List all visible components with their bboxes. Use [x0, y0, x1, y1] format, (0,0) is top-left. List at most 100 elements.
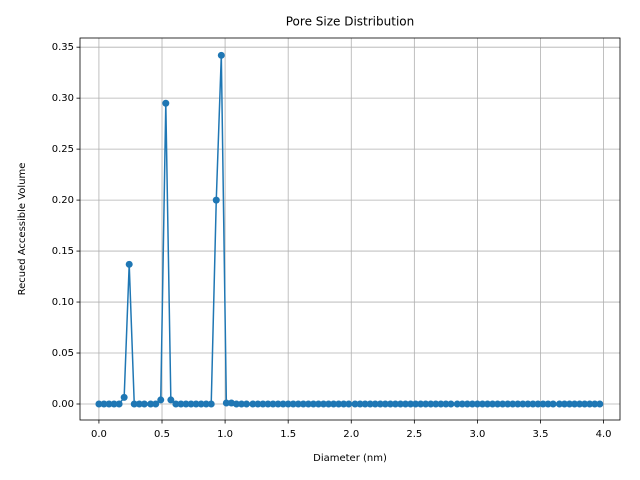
point	[591, 400, 599, 408]
x-tick-label: 2.5	[406, 429, 422, 440]
point	[504, 400, 512, 408]
point	[187, 400, 195, 408]
point	[437, 400, 445, 408]
point	[95, 400, 103, 408]
x-tick-label: 1.5	[280, 429, 296, 440]
point	[325, 400, 333, 408]
point	[202, 400, 210, 408]
point	[135, 400, 143, 408]
point	[192, 400, 200, 408]
point	[157, 396, 165, 404]
point	[560, 400, 568, 408]
point	[555, 400, 563, 408]
point	[335, 400, 343, 408]
point	[330, 400, 338, 408]
x-tick-label: 2.0	[343, 429, 359, 440]
point	[453, 400, 461, 408]
point	[417, 400, 425, 408]
point	[299, 400, 307, 408]
point	[232, 400, 240, 408]
point	[391, 400, 399, 408]
axes-frame	[79, 37, 621, 421]
point	[407, 400, 415, 408]
point	[249, 400, 257, 408]
point	[586, 400, 594, 408]
point	[351, 400, 359, 408]
point	[243, 400, 251, 408]
point	[304, 400, 312, 408]
point	[463, 400, 471, 408]
point	[309, 400, 317, 408]
point	[381, 400, 389, 408]
point	[167, 396, 175, 404]
point	[524, 400, 532, 408]
point	[366, 400, 374, 408]
point	[396, 400, 404, 408]
point	[494, 400, 502, 408]
point	[222, 399, 230, 407]
x-tick-label: 4.0	[596, 429, 612, 440]
point	[596, 400, 604, 408]
point	[529, 400, 537, 408]
y-tick-label: 0.10	[52, 297, 74, 308]
point	[509, 400, 517, 408]
point	[237, 400, 245, 408]
point	[539, 400, 547, 408]
point	[279, 400, 287, 408]
point	[212, 196, 220, 204]
plot	[95, 51, 604, 408]
point	[549, 400, 557, 408]
point	[254, 400, 262, 408]
point	[207, 400, 215, 408]
x-tick-label: 3.0	[469, 429, 485, 440]
point	[284, 400, 292, 408]
point	[172, 400, 180, 408]
point	[499, 400, 507, 408]
point	[427, 400, 435, 408]
point	[147, 400, 155, 408]
point	[402, 400, 410, 408]
y-tick-label: 0.00	[52, 399, 74, 410]
y-axis-label: Recued Accessible Volume	[17, 163, 28, 296]
x-tick-label: 0.5	[154, 429, 170, 440]
y-tick-label: 0.30	[52, 93, 74, 104]
point	[534, 400, 542, 408]
point	[432, 400, 440, 408]
point	[566, 400, 574, 408]
y-tick-label: 0.35	[52, 42, 74, 53]
point	[340, 400, 348, 408]
point	[125, 260, 133, 268]
point	[447, 400, 455, 408]
point	[140, 400, 148, 408]
x-tick-label: 1.0	[217, 429, 233, 440]
point	[217, 51, 225, 59]
point	[576, 400, 584, 408]
point	[130, 400, 138, 408]
point	[177, 400, 185, 408]
point	[120, 393, 128, 401]
y-tick-label: 0.05	[52, 348, 74, 359]
point	[110, 400, 118, 408]
point	[361, 400, 369, 408]
point	[356, 400, 364, 408]
x-axis-label: Diameter (nm)	[313, 453, 387, 464]
point	[544, 400, 552, 408]
point	[371, 400, 379, 408]
point	[100, 400, 108, 408]
point	[412, 400, 420, 408]
point	[571, 400, 579, 408]
point	[376, 400, 384, 408]
point	[514, 400, 522, 408]
point	[182, 400, 190, 408]
x-tick-label: 0.0	[91, 429, 107, 440]
point	[294, 400, 302, 408]
point	[458, 400, 466, 408]
point	[197, 400, 205, 408]
point	[314, 400, 322, 408]
point	[442, 400, 450, 408]
y-tick-label: 0.25	[52, 144, 74, 155]
point	[152, 400, 160, 408]
point	[115, 400, 123, 408]
y-tick-label: 0.20	[52, 195, 74, 206]
